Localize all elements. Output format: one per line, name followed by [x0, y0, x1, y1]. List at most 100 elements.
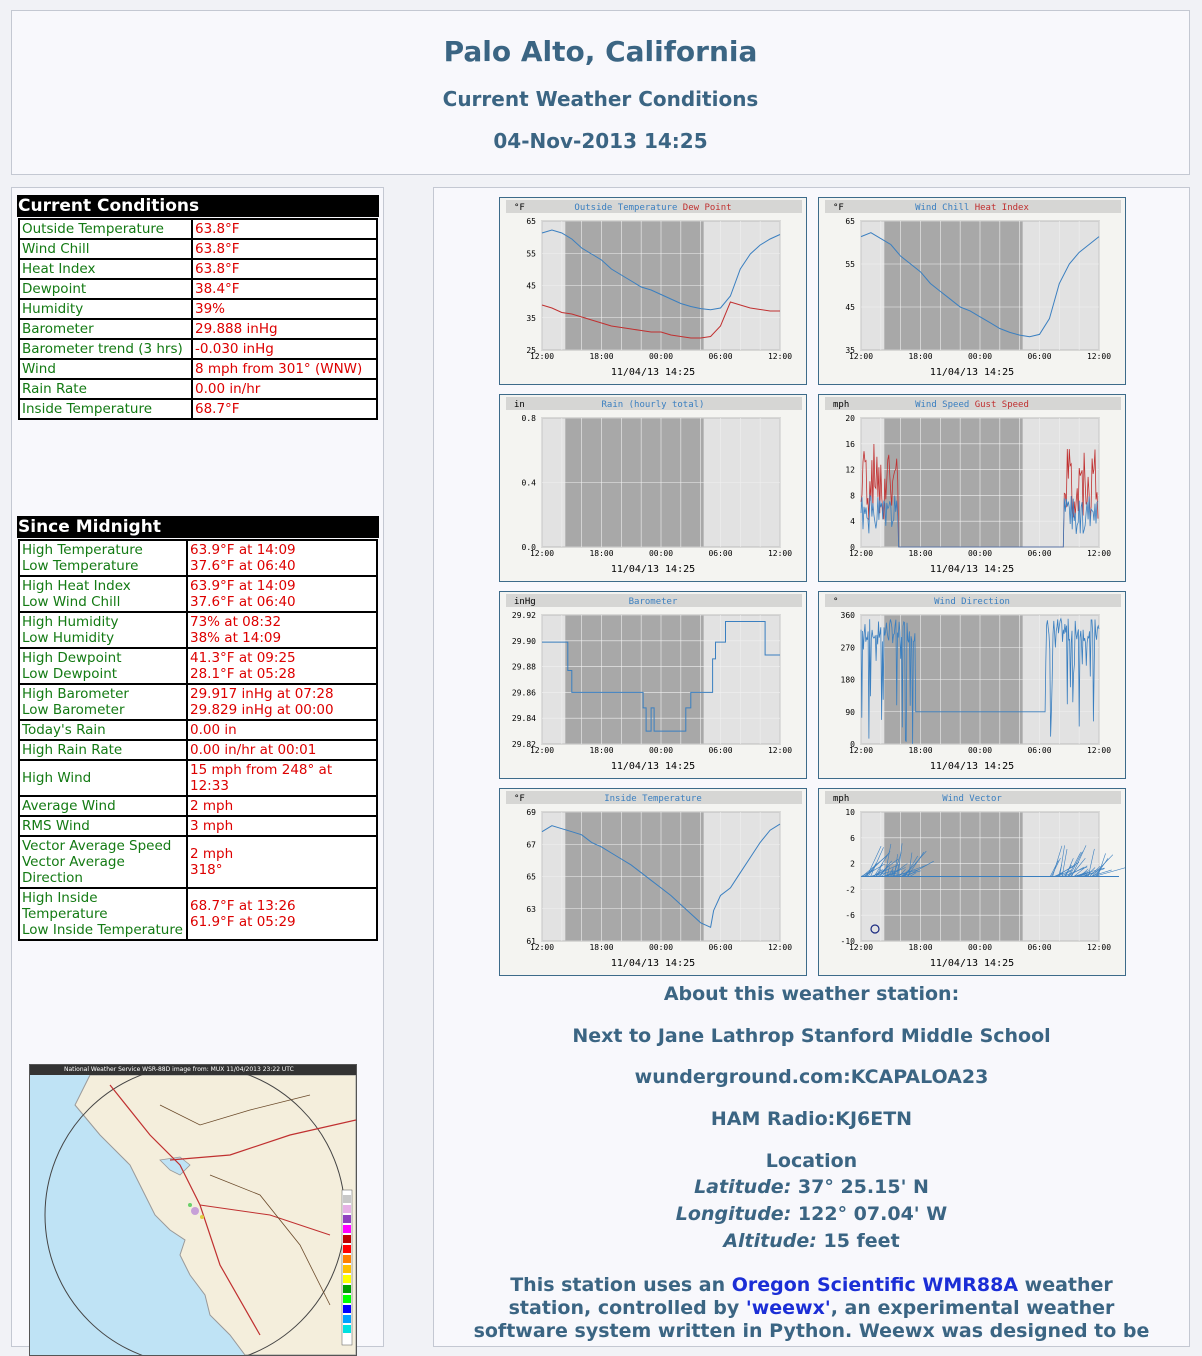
plot-series-line [860, 232, 1100, 338]
plot-title: Barometer [629, 597, 678, 607]
y-tick-label: 0.4 [522, 479, 537, 488]
x-tick-label: 06:00 [708, 352, 732, 361]
x-tick-label: 12:00 [768, 352, 792, 361]
radar-image[interactable]: National Weather Service WSR-88D image f… [29, 1064, 357, 1356]
current-label: Dewpoint [20, 280, 191, 298]
since-row: Today's Rain 0.00 in [20, 721, 376, 739]
altitude-line: Altitude: 15 feet [433, 1230, 1190, 1252]
current-value: 0.00 in/hr [193, 380, 376, 398]
plot-rain[interactable]: in Rain (hourly total) 0.8 0.4 0.0 12:00 18:00… [499, 394, 807, 582]
since-label: Vector Average Speed Vector Average Direc… [20, 837, 186, 887]
y-tick-label: 25 [526, 346, 536, 355]
current-label: Outside Temperature [20, 220, 191, 238]
x-tick-label: 12:00 [768, 746, 792, 755]
current-row: Dewpoint 38.4°F [20, 280, 376, 298]
y-tick-label: 2 [850, 860, 855, 869]
since-value: 3 mph [188, 817, 376, 835]
y-tick-label: 6 [850, 834, 855, 843]
y-tick-label: 4 [850, 517, 855, 526]
y-tick-label: 12 [845, 466, 855, 475]
x-tick-label: 18:00 [589, 549, 613, 558]
plot-title: Wind Chill Heat Index [915, 203, 1029, 213]
longitude-line: Longitude: 122° 07.04' W [433, 1203, 1190, 1225]
y-tick-label: 0 [850, 543, 855, 552]
y-tick-label: 55 [526, 249, 536, 258]
y-tick-label: 35 [845, 346, 855, 355]
since-row: High Wind 15 mph from 248° at 12:33 [20, 761, 376, 795]
y-tick-label: 90 [845, 708, 855, 717]
since-label: High Heat Index Low Wind Chill [20, 577, 186, 611]
since-value: 73% at 08:32 38% at 14:09 [188, 613, 376, 647]
current-row: Outside Temperature 63.8°F [20, 220, 376, 238]
latitude-line: Latitude: 37° 25.15' N [433, 1176, 1190, 1198]
plot-unit: °F [833, 203, 844, 213]
since-row: High Heat Index Low Wind Chill 63.9°F at 1… [20, 577, 376, 611]
current-value: 38.4°F [193, 280, 376, 298]
current-row: Barometer 29.888 inHg [20, 320, 376, 338]
plot-chill[interactable]: °F Wind Chill Heat Index 65 55 45 35 12:00 18:0… [818, 197, 1126, 385]
x-tick-label: 12:00 [530, 746, 554, 755]
oregon-scientific-link[interactable]: Oregon Scientific WMR88A [731, 1274, 1019, 1296]
x-tick-label: 12:00 [849, 352, 873, 361]
since-value: 0.00 in/hr at 00:01 [188, 741, 376, 759]
y-tick-label: 65 [526, 217, 536, 226]
since-row: High Inside Temperature Low Inside Temper… [20, 889, 376, 939]
x-tick-label: 12:00 [849, 746, 873, 755]
y-tick-label: -10 [841, 937, 856, 946]
x-tick-label: 18:00 [908, 352, 932, 361]
x-tick-label: 12:00 [530, 549, 554, 558]
plot-timestamp: 11/04/13 14:25 [930, 367, 1014, 378]
y-tick-label: 35 [526, 314, 536, 323]
current-row: Humidity 39% [20, 300, 376, 318]
x-tick-label: 00:00 [649, 746, 673, 755]
current-conditions-table: Outside Temperature 63.8°F Wind Chill 63.8°… [18, 218, 378, 420]
current-row: Wind Chill 63.8°F [20, 240, 376, 258]
y-tick-label: 8 [850, 491, 855, 500]
plot-temp[interactable]: °F Outside Temperature Dew Point 65 55 45 35 2… [499, 197, 807, 385]
y-tick-label: 29.90 [512, 637, 536, 646]
x-tick-label: 12:00 [768, 943, 792, 952]
y-tick-label: -6 [845, 911, 855, 920]
x-tick-label: 18:00 [908, 943, 932, 952]
location-title: Location [765, 1150, 858, 1172]
weewx-link[interactable]: 'weewx' [745, 1297, 831, 1319]
plot-unit: °F [514, 203, 525, 213]
plot-windspeed[interactable]: mph Wind Speed Gust Speed 20 16 12 8 4 0 12:00 18… [818, 394, 1126, 582]
station-description-1: This station uses an Oregon Scientific W… [510, 1274, 1113, 1296]
x-tick-label: 00:00 [649, 549, 673, 558]
altitude-value: 15 feet [816, 1230, 900, 1252]
plot-unit: inHg [514, 597, 536, 607]
plot-series-line [542, 621, 780, 732]
plot-unit: mph [833, 400, 849, 410]
y-tick-label: 180 [841, 676, 856, 685]
x-tick-label: 12:00 [1087, 549, 1111, 558]
compass-icon [870, 924, 880, 934]
current-value: -0.030 inHg [193, 340, 376, 358]
since-label: Today's Rain [20, 721, 186, 739]
current-label: Inside Temperature [20, 400, 191, 418]
x-tick-label: 06:00 [708, 746, 732, 755]
plot-baro[interactable]: inHg Barometer 29.92 29.90 29.88 29.86 29.84 29… [499, 591, 807, 779]
latitude-value: 37° 25.15' N [791, 1176, 929, 1198]
y-tick-label: 360 [841, 611, 856, 620]
wind-direction-line [860, 617, 1100, 744]
plot-title: Outside Temperature Dew Point [574, 203, 731, 213]
current-value: 63.8°F [193, 240, 376, 258]
current-value: 68.7°F [193, 400, 376, 418]
x-tick-label: 12:00 [530, 943, 554, 952]
x-tick-label: 12:00 [849, 943, 873, 952]
x-tick-label: 00:00 [968, 549, 992, 558]
y-tick-label: 20 [845, 414, 855, 423]
x-tick-label: 18:00 [908, 746, 932, 755]
plot-vector[interactable]: mph Wind Vector 10 6 2 -2 -6 -10 12:00 18:00 00:00… [818, 788, 1126, 976]
since-row: High Rain Rate 0.00 in/hr at 00:01 [20, 741, 376, 759]
y-tick-label: 69 [526, 808, 536, 817]
since-value: 29.917 inHg at 07:28 29.829 inHg at 00:00 [188, 685, 376, 719]
plot-winddir[interactable]: ° Wind Direction 360 270 180 90 0 12:00 18:00 00:… [818, 591, 1126, 779]
page-datetime: 04-Nov-2013 14:25 [493, 129, 708, 153]
plot-inside[interactable]: °F Inside Temperature 69 67 65 63 61 12:00 18:00… [499, 788, 807, 976]
plot-title: Rain (hourly total) [602, 400, 705, 410]
current-conditions-title: Current Conditions [17, 195, 379, 217]
station-description-2: station, controlled by 'weewx', an exper… [508, 1297, 1115, 1319]
plot-series-line [541, 229, 781, 311]
